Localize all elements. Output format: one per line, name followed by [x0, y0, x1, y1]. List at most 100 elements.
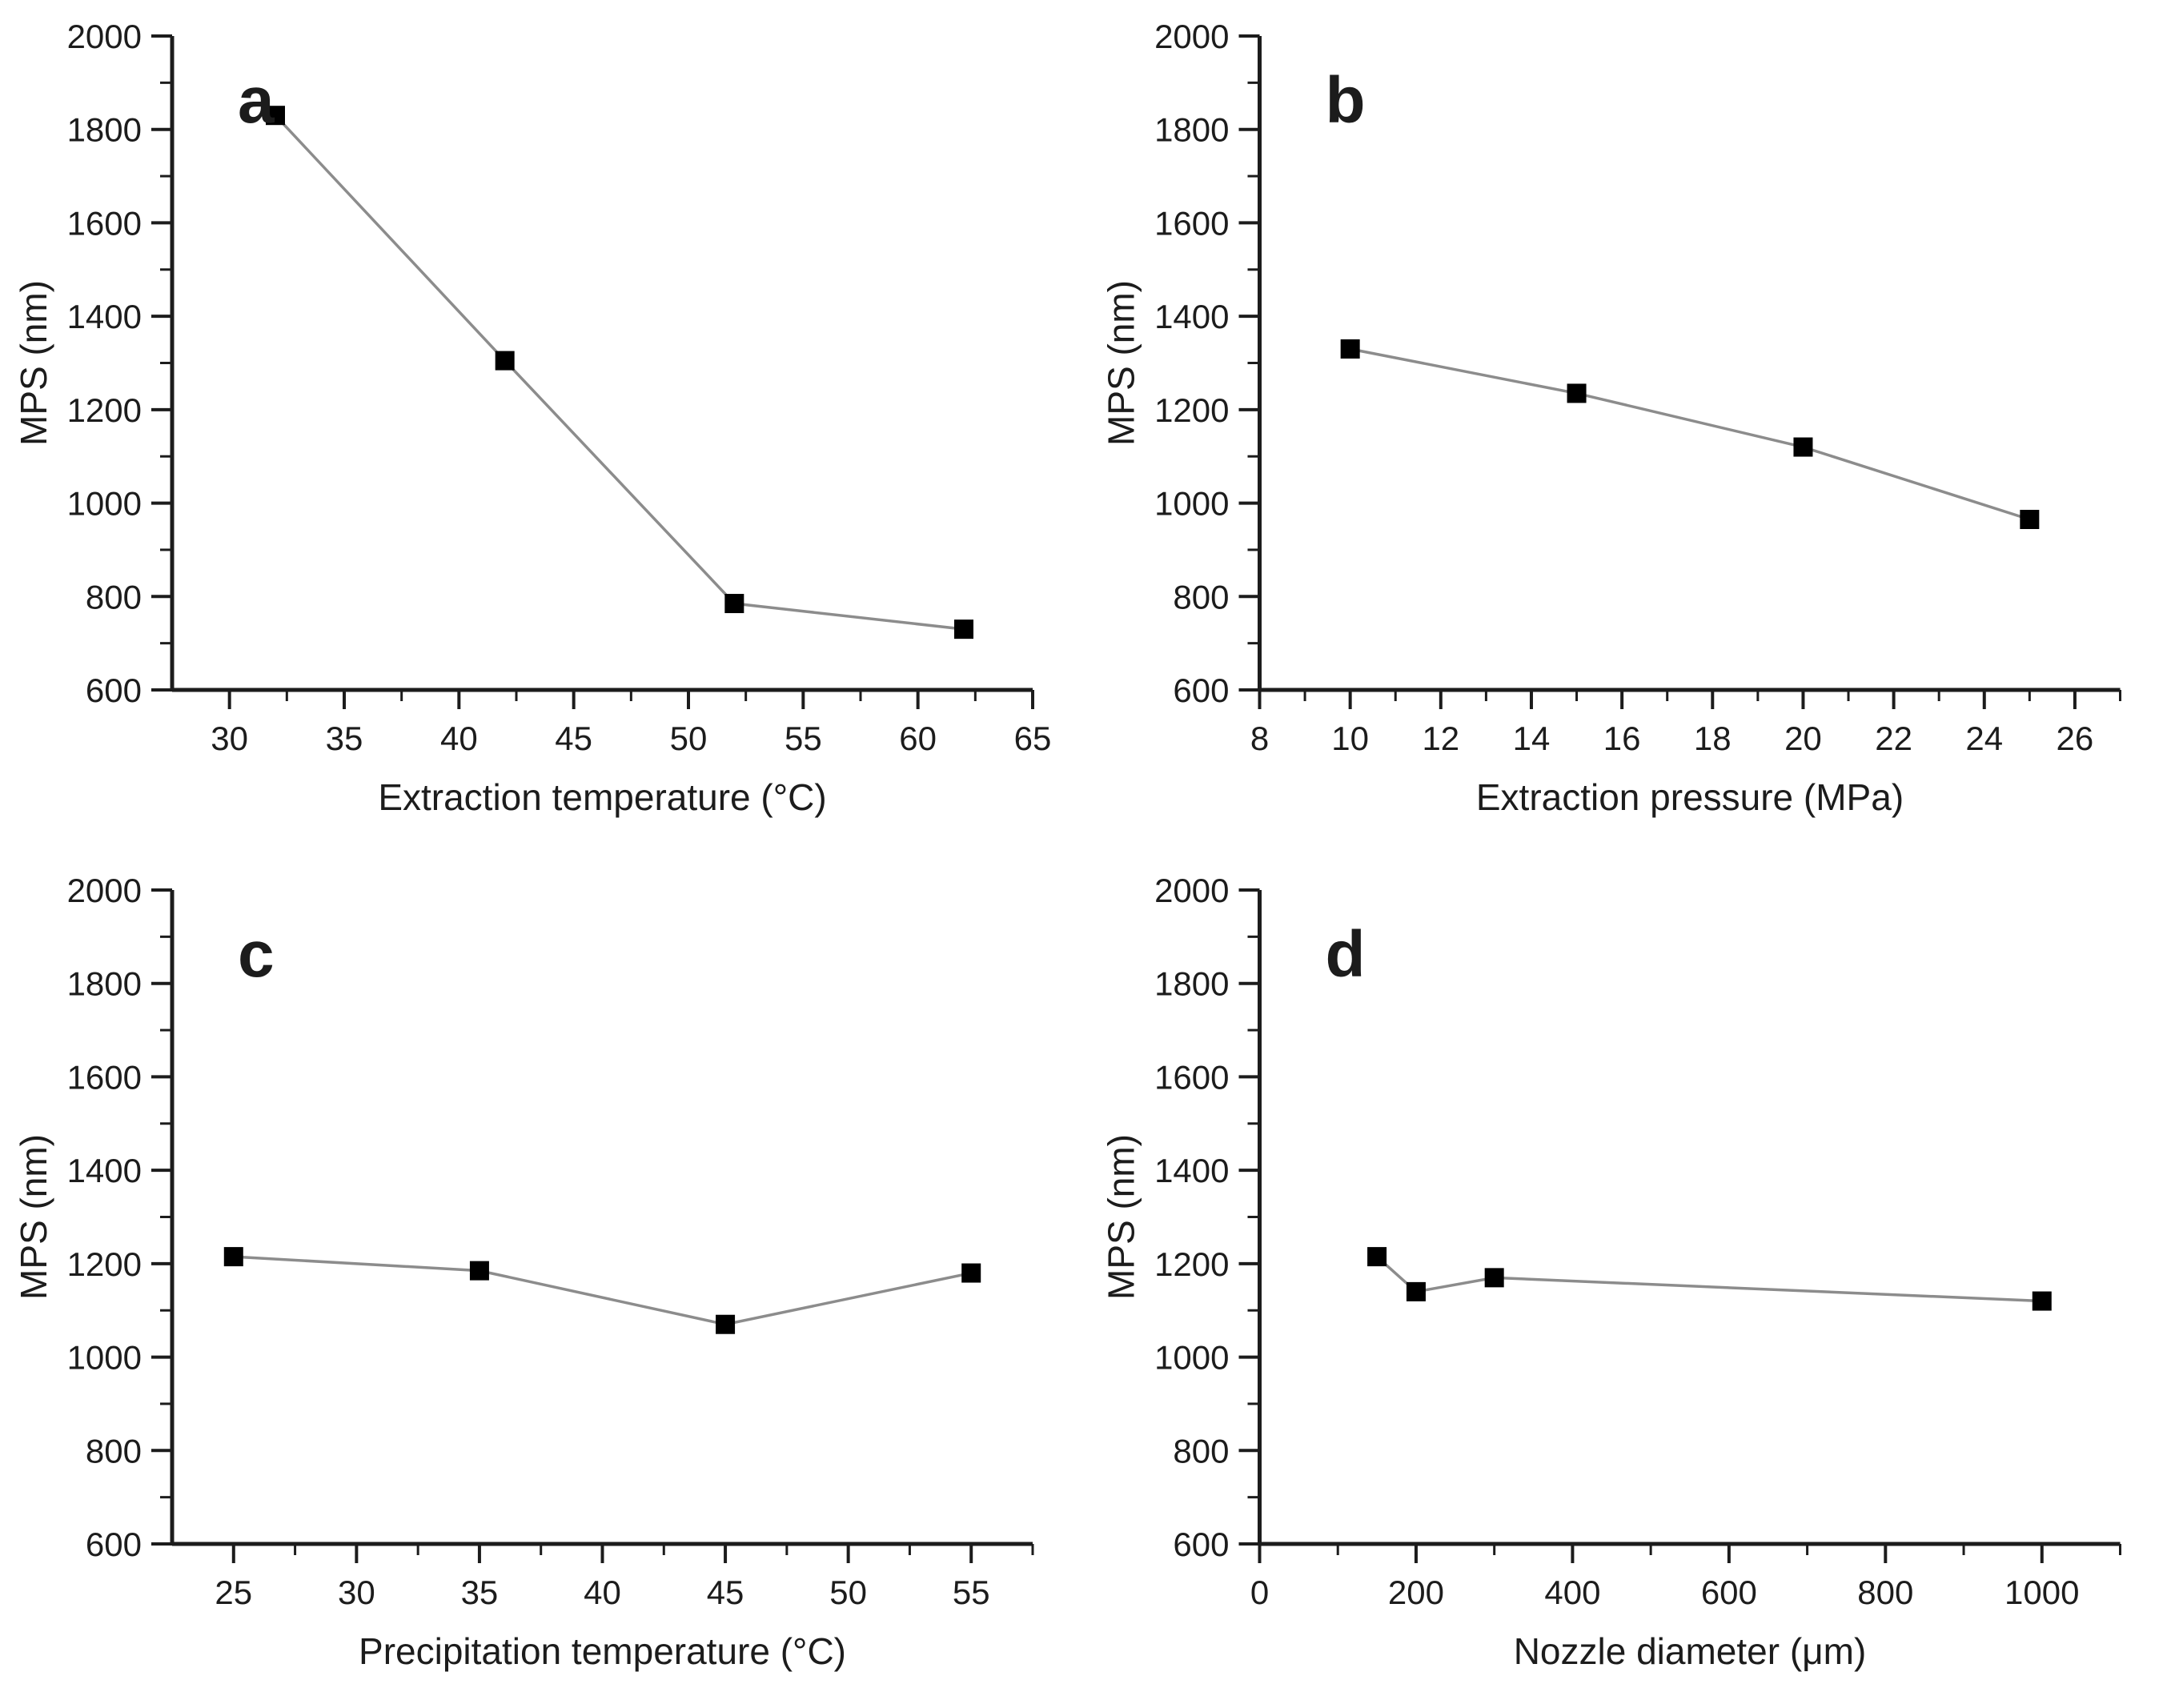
x-tick-label: 55 [953, 1574, 990, 1611]
y-tick-label: 1000 [1154, 1339, 1229, 1377]
x-tick-label: 10 [1331, 720, 1369, 757]
y-tick-label: 1200 [67, 1245, 142, 1283]
x-tick-label: 22 [1875, 720, 1912, 757]
y-tick-label: 1600 [67, 1058, 142, 1096]
data-point-marker [961, 1263, 981, 1283]
y-tick-label: 600 [86, 672, 142, 709]
y-tick-label: 600 [1173, 1526, 1229, 1563]
x-tick-label: 40 [440, 720, 478, 757]
axes [1258, 890, 2121, 1546]
x-tick-label: 45 [707, 1574, 744, 1611]
x-tick-label: 26 [2057, 720, 2094, 757]
x-tick-label: 50 [829, 1574, 867, 1611]
y-tick-label: 1800 [67, 111, 142, 149]
x-tick-label: 35 [461, 1574, 499, 1611]
x-tick-label: 60 [899, 720, 937, 757]
panel-a-chart: 30 35 40 45 50 55 60 65 600 800 1000 1200 1400 1600 18… [13, 18, 1052, 818]
y-axis-title: MPS (nm) [1101, 280, 1142, 446]
y-tick-label: 2000 [1154, 872, 1229, 909]
data-point-marker [223, 1247, 243, 1267]
y-tick-label: 1400 [1154, 298, 1229, 335]
data-point-marker [1406, 1281, 1426, 1301]
y-tick-label: 1800 [1154, 965, 1229, 1003]
y-tick-label: 800 [1173, 578, 1229, 615]
series-markers [266, 106, 973, 639]
y-tick-label: 800 [1173, 1432, 1229, 1469]
x-tick-label: 35 [326, 720, 363, 757]
x-tick-label: 40 [584, 1574, 621, 1611]
panel-d: 0 200 400 600 800 1000 600 800 1000 1200 1400 1600 1… [1087, 854, 2175, 1708]
x-tick-label: 8 [1250, 720, 1269, 757]
y-tick-label: 600 [86, 1526, 142, 1563]
y-tick-label: 2000 [1154, 18, 1229, 55]
y-tick-label: 1400 [1154, 1152, 1229, 1189]
axes [170, 36, 1033, 692]
ticks [151, 888, 1034, 1563]
series-markers [1367, 1247, 2052, 1311]
series-line [274, 114, 965, 631]
x-tick-label: 18 [1694, 720, 1732, 757]
data-point-marker [1367, 1247, 1387, 1267]
data-point-marker [2032, 1291, 2052, 1311]
panel-letter: a [238, 64, 275, 137]
panel-c-chart: 25 30 35 40 45 50 55 600 800 1000 1200 1400 1600 1800… [13, 872, 1034, 1672]
x-tick-label: 400 [1544, 1574, 1600, 1611]
y-tick-label: 2000 [67, 872, 142, 909]
y-tick-label: 1600 [67, 204, 142, 242]
data-point-marker [2020, 509, 2040, 529]
y-tick-label: 1000 [67, 1339, 142, 1377]
x-tick-label: 14 [1513, 720, 1551, 757]
tick-labels: 8 10 12 14 16 18 20 22 24 26 600 800 1000 1200 1400 160… [1154, 18, 2093, 757]
panel-c: 25 30 35 40 45 50 55 600 800 1000 1200 1400 1600 1800… [0, 854, 1087, 1708]
data-point-marker [1340, 339, 1360, 359]
x-tick-label: 30 [338, 1574, 375, 1611]
x-tick-label: 600 [1701, 1574, 1757, 1611]
series-markers [223, 1247, 981, 1334]
x-tick-label: 45 [555, 720, 592, 757]
y-tick-label: 1200 [67, 391, 142, 429]
data-point-marker [1793, 437, 1813, 457]
x-tick-label: 30 [211, 720, 248, 757]
y-tick-label: 1200 [1154, 391, 1229, 429]
x-tick-label: 800 [1857, 1574, 1913, 1611]
tick-labels: 30 35 40 45 50 55 60 65 600 800 1000 1200 1400 1600 18… [67, 18, 1052, 757]
y-axis-title: MPS (nm) [13, 1134, 54, 1300]
data-point-marker [1567, 383, 1587, 403]
y-tick-label: 1600 [1154, 204, 1229, 242]
y-axis-title: MPS (nm) [13, 280, 54, 446]
series-line [1350, 347, 2030, 521]
y-tick-label: 1600 [1154, 1058, 1229, 1096]
series-line [233, 1255, 972, 1326]
x-axis-title: Extraction pressure (MPa) [1476, 776, 1904, 818]
x-axis-title: Nozzle diameter (μm) [1514, 1630, 1867, 1672]
y-tick-label: 800 [86, 1432, 142, 1469]
y-tick-label: 1800 [1154, 111, 1229, 149]
y-tick-label: 600 [1173, 672, 1229, 709]
x-axis-title: Precipitation temperature (°C) [359, 1630, 846, 1672]
x-tick-label: 200 [1388, 1574, 1444, 1611]
tick-labels: 25 30 35 40 45 50 55 600 800 1000 1200 1400 1600 1800… [67, 872, 990, 1611]
tick-labels: 0 200 400 600 800 1000 600 800 1000 1200 1400 1600 1… [1154, 872, 2079, 1611]
x-tick-label: 1000 [2004, 1574, 2079, 1611]
data-point-marker [724, 594, 744, 614]
y-tick-label: 800 [86, 578, 142, 615]
x-tick-label: 50 [670, 720, 708, 757]
data-point-marker [469, 1261, 489, 1281]
panel-b: 8 10 12 14 16 18 20 22 24 26 600 800 1000 1200 1400 160… [1087, 0, 2175, 854]
panel-letter: c [238, 918, 275, 991]
ticks [151, 34, 1034, 709]
x-tick-label: 65 [1014, 720, 1052, 757]
data-point-marker [1484, 1268, 1504, 1288]
x-axis-title: Extraction temperature (°C) [378, 776, 826, 818]
y-tick-label: 1400 [67, 298, 142, 335]
y-tick-label: 1000 [67, 485, 142, 523]
axes [170, 890, 1033, 1546]
y-tick-label: 2000 [67, 18, 142, 55]
series-markers [1340, 339, 2040, 529]
panel-b-chart: 8 10 12 14 16 18 20 22 24 26 600 800 1000 1200 1400 160… [1101, 18, 2121, 818]
panel-a: 30 35 40 45 50 55 60 65 600 800 1000 1200 1400 1600 18… [0, 0, 1087, 854]
x-tick-label: 16 [1603, 720, 1641, 757]
data-point-marker [266, 106, 285, 126]
ticks [1238, 888, 2121, 1563]
